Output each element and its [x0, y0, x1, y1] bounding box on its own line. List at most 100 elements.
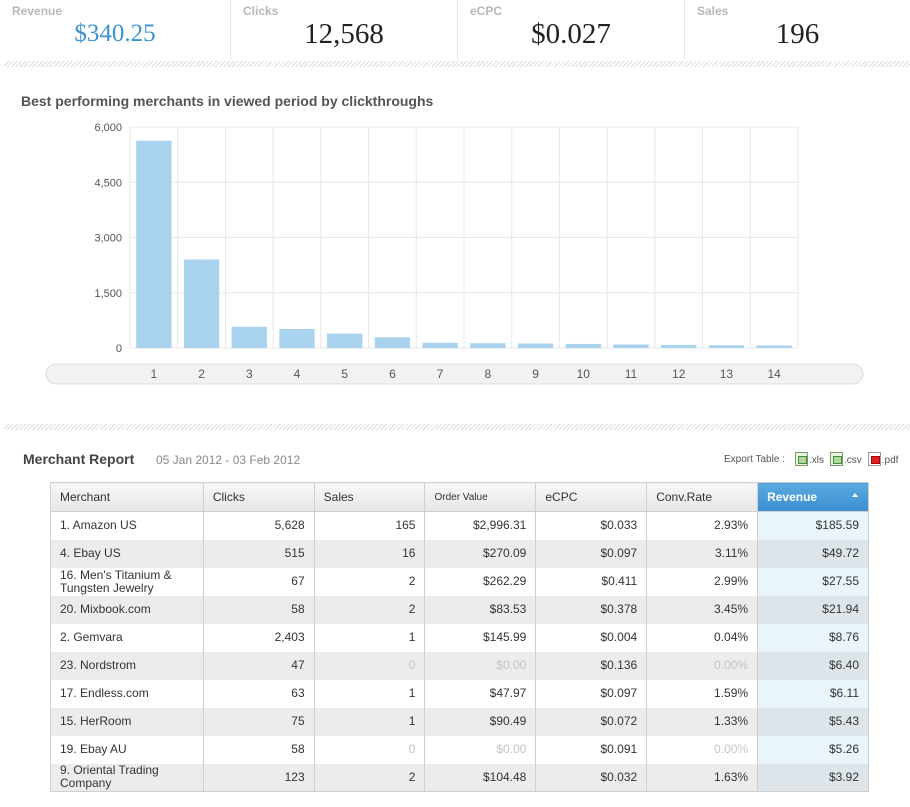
bar-merchant-2[interactable] [183, 259, 220, 348]
chart-title: Best performing merchants in viewed peri… [21, 93, 434, 109]
x-tick-label: 13 [720, 367, 734, 381]
cell-sales: 0 [313, 735, 426, 764]
column-header-revenue[interactable]: Revenue [757, 482, 869, 512]
y-tick-label: 1,500 [94, 288, 122, 300]
stats-bar: Revenue $340.25 Clicks 12,568 eCPC $0.02… [0, 0, 910, 60]
table-row: 20. Mixbook.com 58 2 $83.53 $0.378 3.45% $21.9… [50, 595, 869, 624]
cell-order-value: $270.09 [424, 539, 537, 568]
table-row: 16. Men's Titanium & Tungsten Jewelry 67 2… [50, 567, 869, 596]
x-tick-label: 8 [485, 367, 492, 381]
cell-conv-rate: 2.99% [646, 567, 759, 596]
report-title: Merchant Report [23, 451, 135, 467]
export-csv-button[interactable]: .csv [829, 452, 862, 466]
stat-value: $0.027 [531, 18, 611, 50]
bar-merchant-10[interactable] [565, 343, 601, 348]
stat-label: eCPC [470, 4, 503, 18]
column-header-ecpc[interactable]: eCPC [535, 482, 648, 512]
cell-conv-rate: 3.45% [646, 595, 759, 624]
column-header-merchant[interactable]: Merchant [50, 482, 204, 512]
cell-conv-rate: 0.04% [646, 623, 759, 652]
cell-merchant: 20. Mixbook.com [50, 595, 204, 624]
export-xls-button[interactable]: .xls [794, 452, 824, 466]
cell-merchant: 19. Ebay AU [50, 735, 204, 764]
bar-merchant-5[interactable] [327, 333, 363, 348]
cell-merchant: 17. Endless.com [50, 679, 204, 708]
cell-revenue: $6.40 [757, 651, 869, 680]
export-xls-label: .xls [808, 455, 824, 466]
export-label: Export Table : [724, 453, 785, 465]
y-tick-label: 4,500 [94, 177, 122, 189]
cell-ecpc: $0.097 [535, 539, 648, 568]
cell-revenue: $8.76 [757, 623, 869, 652]
column-header-sales[interactable]: Sales [313, 482, 426, 512]
column-header-clicks[interactable]: Clicks [202, 482, 315, 512]
cell-revenue: $5.26 [757, 735, 869, 764]
csv-file-icon [829, 452, 843, 466]
table-row: 9. Oriental Trading Company 123 2 $104.48 $0… [50, 763, 869, 792]
cell-sales: 1 [313, 707, 426, 736]
bar-merchant-3[interactable] [231, 326, 267, 348]
bar-merchant-13[interactable] [708, 345, 745, 348]
x-tick-label: 14 [767, 367, 781, 381]
stat-revenue: Revenue $340.25 [0, 0, 231, 60]
cell-ecpc: $0.072 [535, 707, 648, 736]
bar-merchant-11[interactable] [613, 344, 649, 348]
pdf-file-icon [867, 452, 881, 466]
column-header-order-value[interactable]: Order Value [424, 482, 537, 512]
chart-scroll-track[interactable] [45, 363, 864, 385]
x-tick-label: 5 [341, 367, 348, 381]
stat-value: 12,568 [304, 18, 384, 50]
table-row: 1. Amazon US 5,628 165 $2,996.31 $0.033 2.93%… [50, 511, 869, 540]
bar-merchant-12[interactable] [661, 344, 697, 348]
cell-conv-rate: 3.11% [646, 539, 759, 568]
column-header-conv-rate[interactable]: Conv.Rate [646, 482, 759, 512]
report-date-range: 05 Jan 2012 - 03 Feb 2012 [156, 453, 301, 467]
cell-clicks: 67 [202, 567, 315, 596]
stat-sales: Sales 196 [685, 0, 910, 60]
cell-ecpc: $0.097 [535, 679, 648, 708]
cell-conv-rate: 1.63% [646, 763, 759, 792]
cell-ecpc: $0.091 [535, 735, 648, 764]
bar-merchant-7[interactable] [422, 342, 458, 348]
cell-clicks: 58 [202, 595, 315, 624]
x-tick-label: 1 [151, 367, 158, 381]
cell-conv-rate: 2.93% [646, 511, 759, 540]
export-pdf-button[interactable]: .pdf [867, 452, 899, 466]
merchant-report-table: Merchant Clicks Sales Order Value eCPC C… [50, 482, 869, 792]
x-tick-label: 7 [437, 367, 444, 381]
cell-merchant: 23. Nordstrom [50, 651, 204, 680]
cell-ecpc: $0.411 [535, 567, 648, 596]
cell-revenue: $6.11 [757, 679, 869, 708]
table-row: 4. Ebay US 515 16 $270.09 $0.097 3.11% $49.72 [50, 539, 869, 568]
cell-order-value: $0.00 [424, 735, 537, 764]
cell-conv-rate: 0.00% [646, 735, 759, 764]
export-pdf-label: .pdf [881, 455, 899, 466]
bar-merchant-9[interactable] [517, 343, 554, 348]
export-csv-label: .csv [843, 455, 862, 466]
bar-merchant-1[interactable] [136, 140, 172, 348]
bar-merchant-8[interactable] [470, 343, 506, 348]
bar-merchant-4[interactable] [279, 329, 315, 348]
stat-label: Sales [697, 4, 729, 18]
bar-merchant-14[interactable] [756, 345, 792, 348]
cell-revenue: $21.94 [757, 595, 869, 624]
cell-sales: 2 [313, 763, 426, 792]
cell-ecpc: $0.032 [535, 763, 648, 792]
divider [4, 424, 910, 430]
cell-order-value: $104.48 [424, 763, 537, 792]
cell-conv-rate: 1.33% [646, 707, 759, 736]
cell-order-value: $2,996.31 [424, 511, 537, 540]
cell-conv-rate: 1.59% [646, 679, 759, 708]
cell-sales: 1 [313, 623, 426, 652]
stat-label: Clicks [243, 4, 279, 18]
y-tick-label: 6,000 [94, 122, 122, 134]
x-tick-label: 4 [294, 367, 301, 381]
cell-merchant: 2. Gemvara [50, 623, 204, 652]
x-tick-label: 6 [389, 367, 396, 381]
table-row: 19. Ebay AU 58 0 $0.00 $0.091 0.00% $5.26 [50, 735, 869, 764]
bar-merchant-6[interactable] [374, 337, 411, 348]
cell-conv-rate: 0.00% [646, 651, 759, 680]
excel-file-icon [794, 452, 808, 466]
cell-sales: 0 [313, 651, 426, 680]
